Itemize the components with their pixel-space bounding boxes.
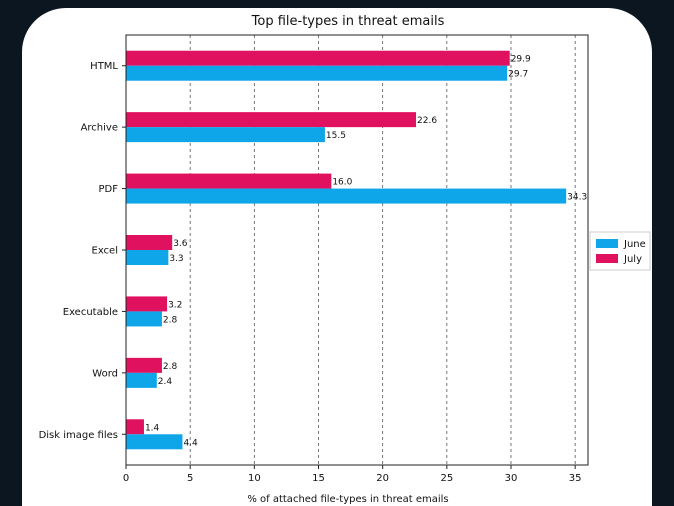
bar-july xyxy=(126,296,168,312)
x-tick-label: 35 xyxy=(569,473,582,484)
bar-july xyxy=(126,235,173,250)
category-label: HTML xyxy=(90,61,118,72)
data-label: 2.4 xyxy=(158,377,173,387)
legend-swatch xyxy=(596,254,618,263)
x-axis-label: % of attached file-types in threat email… xyxy=(247,494,448,505)
category-label: Disk image files xyxy=(39,430,118,441)
legend-swatch xyxy=(596,239,618,248)
bar-june xyxy=(126,250,169,265)
bar-june xyxy=(126,372,157,388)
data-label: 3.3 xyxy=(169,254,183,264)
chart-title: Top file-types in threat emails xyxy=(251,14,445,29)
legend-box xyxy=(589,231,651,271)
legend-entry: July xyxy=(623,254,642,265)
category-label: PDF xyxy=(99,184,119,195)
data-label: 1.4 xyxy=(145,423,160,433)
bar-july xyxy=(126,112,417,128)
bar-july xyxy=(126,357,162,373)
plot-frame xyxy=(125,34,589,466)
data-label: 3.6 xyxy=(173,239,188,249)
x-tick-label: 20 xyxy=(376,473,389,484)
data-label: 2.8 xyxy=(163,315,178,325)
bar-june xyxy=(126,65,508,81)
x-tick-label: 10 xyxy=(248,473,261,484)
bar-july xyxy=(126,173,332,189)
x-ticks: 0 5 10 15 20 25 30 35 xyxy=(123,465,582,484)
bar-june xyxy=(126,434,183,450)
bar-june xyxy=(126,188,567,204)
x-tick-label: 30 xyxy=(505,473,518,484)
data-label: 4.4 xyxy=(183,438,198,448)
data-label: 15.5 xyxy=(326,131,346,141)
legend: June July xyxy=(589,231,651,271)
category-labels: HTML Archive PDF Excel Executable Word Disk im… xyxy=(39,61,126,441)
category-label: Executable xyxy=(63,307,118,318)
data-label: 22.6 xyxy=(417,116,437,126)
bar-chart: Top file-types in threat emails 29.9 29.7… xyxy=(39,14,651,505)
bar-july xyxy=(126,50,510,66)
bar-june xyxy=(126,127,325,143)
bar-july xyxy=(126,419,144,435)
category-label: Archive xyxy=(81,123,118,134)
data-label: 34.3 xyxy=(567,193,587,203)
bars: 29.9 29.7 22.6 15.5 16.0 34.3 3.6 3.3 3.2 2.8 2.8 2… xyxy=(126,50,587,450)
data-label: 3.2 xyxy=(168,300,182,310)
grid-lines xyxy=(189,35,576,465)
x-tick-label: 15 xyxy=(312,473,325,484)
x-tick-label: 0 xyxy=(123,473,129,484)
legend-entry: June xyxy=(623,239,646,250)
data-label: 2.8 xyxy=(163,362,178,372)
chart-card: Top file-types in threat emails 29.9 29.7… xyxy=(22,8,652,506)
category-label: Excel xyxy=(92,246,119,257)
data-label: 16.0 xyxy=(332,178,352,188)
data-label: 29.7 xyxy=(508,70,528,80)
category-label: Word xyxy=(92,368,118,379)
x-tick-label: 25 xyxy=(440,473,453,484)
x-tick-label: 5 xyxy=(187,473,193,484)
data-label: 29.9 xyxy=(511,55,531,65)
bar-june xyxy=(126,311,162,327)
